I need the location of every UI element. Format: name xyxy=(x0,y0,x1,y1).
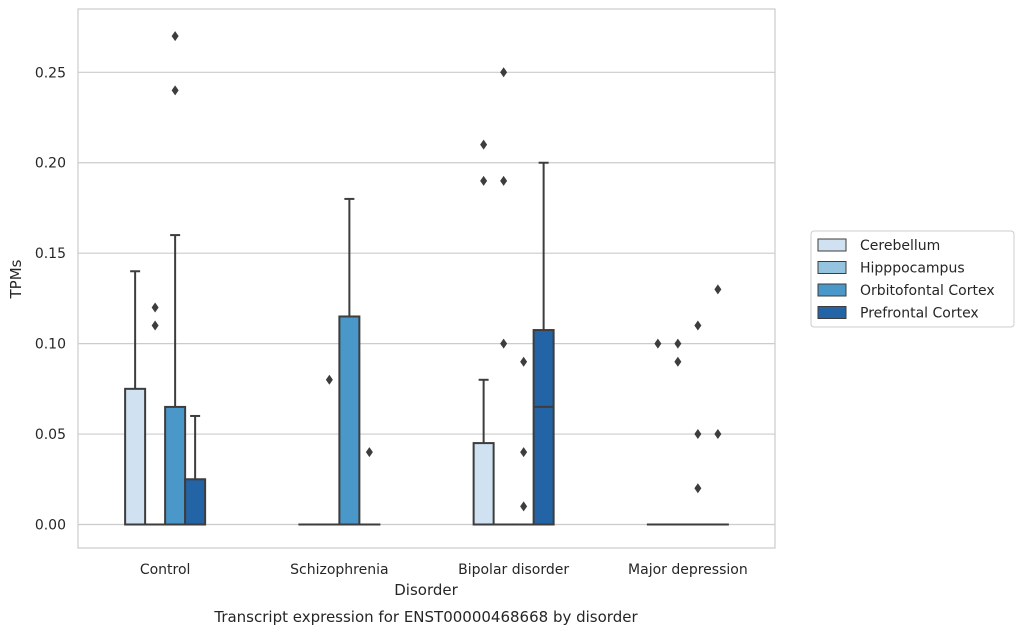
y-tick-label: 0.20 xyxy=(35,156,66,172)
outlier-marker xyxy=(480,175,488,186)
outlier-marker xyxy=(694,483,702,494)
legend: Cerebellum Hipppocampus Orbitofontal Corte… xyxy=(810,230,1015,328)
outlier-marker xyxy=(171,85,179,96)
box-prefrontal-cortex xyxy=(184,414,207,526)
x-tick-label: Bipolar disorder xyxy=(458,562,569,578)
box-orbitofontal-cortex xyxy=(686,320,709,526)
plot-frame xyxy=(77,8,776,549)
legend-label: Prefrontal Cortex xyxy=(860,306,979,322)
box-prefrontal-cortex xyxy=(532,161,555,526)
box-body xyxy=(532,329,555,526)
box-cerebellum xyxy=(124,270,147,526)
outlier-marker xyxy=(520,356,528,367)
outlier-marker xyxy=(151,320,159,331)
outlier-marker xyxy=(365,447,373,458)
box-series xyxy=(124,31,729,526)
outlier-marker xyxy=(714,284,722,295)
box-orbitofontal-cortex xyxy=(512,356,535,526)
legend-swatch xyxy=(817,283,847,297)
chart-title: Transcript expression for ENST0000046866… xyxy=(213,608,638,626)
x-axis-label: Disorder xyxy=(394,581,458,599)
y-tick-labels: 0.00 0.05 0.10 0.15 0.20 0.25 xyxy=(35,65,66,533)
x-tick-label: Schizophrenia xyxy=(290,562,388,578)
y-tick-label: 0.15 xyxy=(35,246,66,262)
box-cerebellum xyxy=(472,139,495,526)
box-orbitofontal-cortex xyxy=(164,31,187,526)
box-prefrontal-cortex xyxy=(706,284,729,526)
legend-frame xyxy=(810,230,1015,328)
y-tick-label: 0.00 xyxy=(35,517,66,533)
outlier-marker xyxy=(500,175,508,186)
legend-label: Orbitofontal Cortex xyxy=(860,283,995,299)
outlier-marker xyxy=(674,356,682,367)
x-tick-label: Major depression xyxy=(628,562,748,578)
box-hipppocampus xyxy=(492,67,515,526)
outlier-marker xyxy=(171,31,179,42)
y-tick-label: 0.10 xyxy=(35,337,66,353)
x-tick-labels: Control Schizophrenia Bipolar disorder Majo… xyxy=(140,562,748,578)
outlier-marker xyxy=(325,374,333,385)
outlier-marker xyxy=(674,338,682,349)
outlier-marker xyxy=(694,320,702,331)
y-tick-label: 0.25 xyxy=(35,65,66,81)
box-body xyxy=(472,442,495,526)
y-axis-label: TPMs xyxy=(7,259,25,299)
box-body xyxy=(184,478,207,526)
outlier-marker xyxy=(694,429,702,440)
legend-swatch xyxy=(817,238,847,252)
box-hipppocampus xyxy=(666,338,689,526)
box-orbitofontal-cortex xyxy=(338,197,361,526)
outlier-marker xyxy=(151,302,159,313)
y-tick-label: 0.05 xyxy=(35,427,66,443)
outlier-marker xyxy=(654,338,662,349)
box-body xyxy=(164,405,187,526)
box-cerebellum xyxy=(646,338,669,526)
box-body xyxy=(338,315,361,526)
outlier-marker xyxy=(500,338,508,349)
legend-label: Hipppocampus xyxy=(860,261,965,277)
legend-label: Cerebellum xyxy=(860,238,940,254)
x-tick-label: Control xyxy=(140,562,191,578)
legend-swatch xyxy=(817,306,847,319)
outlier-marker xyxy=(480,139,488,150)
outlier-marker xyxy=(520,501,528,512)
box-body xyxy=(124,387,147,526)
box-prefrontal-cortex xyxy=(358,447,381,526)
outlier-marker xyxy=(500,67,508,78)
legend-swatch xyxy=(817,261,847,274)
outlier-marker xyxy=(714,429,722,440)
outlier-marker xyxy=(520,447,528,458)
